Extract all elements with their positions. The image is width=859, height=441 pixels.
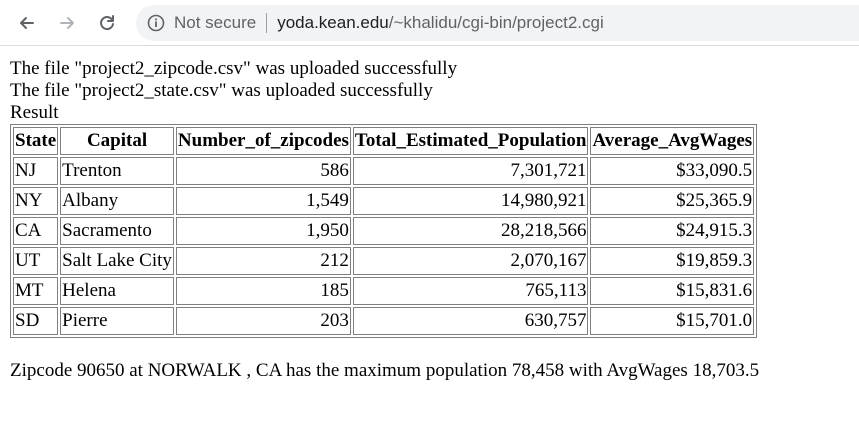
table-cell: 630,757 [352, 307, 589, 335]
reload-icon [100, 15, 114, 31]
upload-message: The file "project2_zipcode.csv" was uplo… [10, 58, 458, 79]
column-header: Number_of_zipcodes [175, 127, 351, 155]
table-cell: 7,301,721 [352, 157, 589, 185]
table-cell: $19,859.3 [590, 247, 755, 275]
column-header: Average_AvgWages [590, 127, 755, 155]
table-cell: 1,950 [175, 217, 351, 245]
page-content: The file "project2_zipcode.csv" was uplo… [10, 58, 759, 382]
column-header: State [13, 127, 59, 155]
column-header: Total_Estimated_Population [352, 127, 589, 155]
table-cell: 2,070,167 [352, 247, 589, 275]
table-cell: MT [13, 277, 59, 305]
table-cell: 586 [175, 157, 351, 185]
url-host: yoda.kean.edu [277, 13, 389, 32]
summary-text: Zipcode 90650 at NORWALK , CA has the ma… [10, 360, 760, 381]
table-cell: 765,113 [352, 277, 589, 305]
table-cell: 203 [175, 307, 351, 335]
table-cell: Helena [60, 277, 174, 305]
browser-toolbar: Not secure yoda.kean.edu/~khalidu/cgi-bi… [0, 0, 859, 46]
table-cell: UT [13, 247, 59, 275]
table-cell: $25,365.9 [590, 187, 755, 215]
result-label: Result [10, 102, 59, 123]
table-row: MT Helena 185 765,113 $15,831.6 [13, 277, 755, 305]
address-bar[interactable]: Not secure yoda.kean.edu/~khalidu/cgi-bi… [136, 5, 859, 41]
table-row: NJ Trenton 586 7,301,721 $33,090.5 [13, 157, 755, 185]
table-header-row: State Capital Number_of_zipcodes Total_E… [13, 127, 755, 155]
table-cell: $24,915.3 [590, 217, 755, 245]
info-circle-icon[interactable] [146, 13, 166, 33]
omnibox-divider [266, 13, 268, 33]
table-cell: SD [13, 307, 59, 335]
table-cell: NJ [13, 157, 59, 185]
back-button[interactable] [14, 10, 40, 36]
table-cell: Albany [60, 187, 174, 215]
table-cell: 1,549 [175, 187, 351, 215]
table-cell: NY [13, 187, 59, 215]
table-cell: $33,090.5 [590, 157, 755, 185]
url-path: /~khalidu/cgi-bin/project2.cgi [388, 13, 604, 32]
column-header: Capital [60, 127, 174, 155]
table-cell: 28,218,566 [352, 217, 589, 245]
table-row: NY Albany 1,549 14,980,921 $25,365.9 [13, 187, 755, 215]
table-cell: Salt Lake City [60, 247, 174, 275]
table-cell: 185 [175, 277, 351, 305]
table-cell: Sacramento [60, 217, 174, 245]
table-cell: Pierre [60, 307, 174, 335]
forward-button[interactable] [54, 10, 80, 36]
table-row: SD Pierre 203 630,757 $15,701.0 [13, 307, 755, 335]
table-cell: CA [13, 217, 59, 245]
table-cell: Trenton [60, 157, 174, 185]
table-cell: $15,701.0 [590, 307, 755, 335]
security-status[interactable]: Not secure [174, 13, 257, 32]
url-text[interactable]: yoda.kean.edu/~khalidu/cgi-bin/project2.… [277, 13, 604, 33]
table-row: UT Salt Lake City 212 2,070,167 $19,859.… [13, 247, 755, 275]
reload-button[interactable] [94, 10, 120, 36]
arrow-right-icon [60, 17, 74, 29]
upload-message: The file "project2_state.csv" was upload… [10, 80, 433, 101]
arrow-left-icon [20, 17, 34, 29]
result-table: State Capital Number_of_zipcodes Total_E… [10, 124, 758, 338]
table-cell: 14,980,921 [352, 187, 589, 215]
table-cell: 212 [175, 247, 351, 275]
table-row: CA Sacramento 1,950 28,218,566 $24,915.3 [13, 217, 755, 245]
table-cell: $15,831.6 [590, 277, 755, 305]
